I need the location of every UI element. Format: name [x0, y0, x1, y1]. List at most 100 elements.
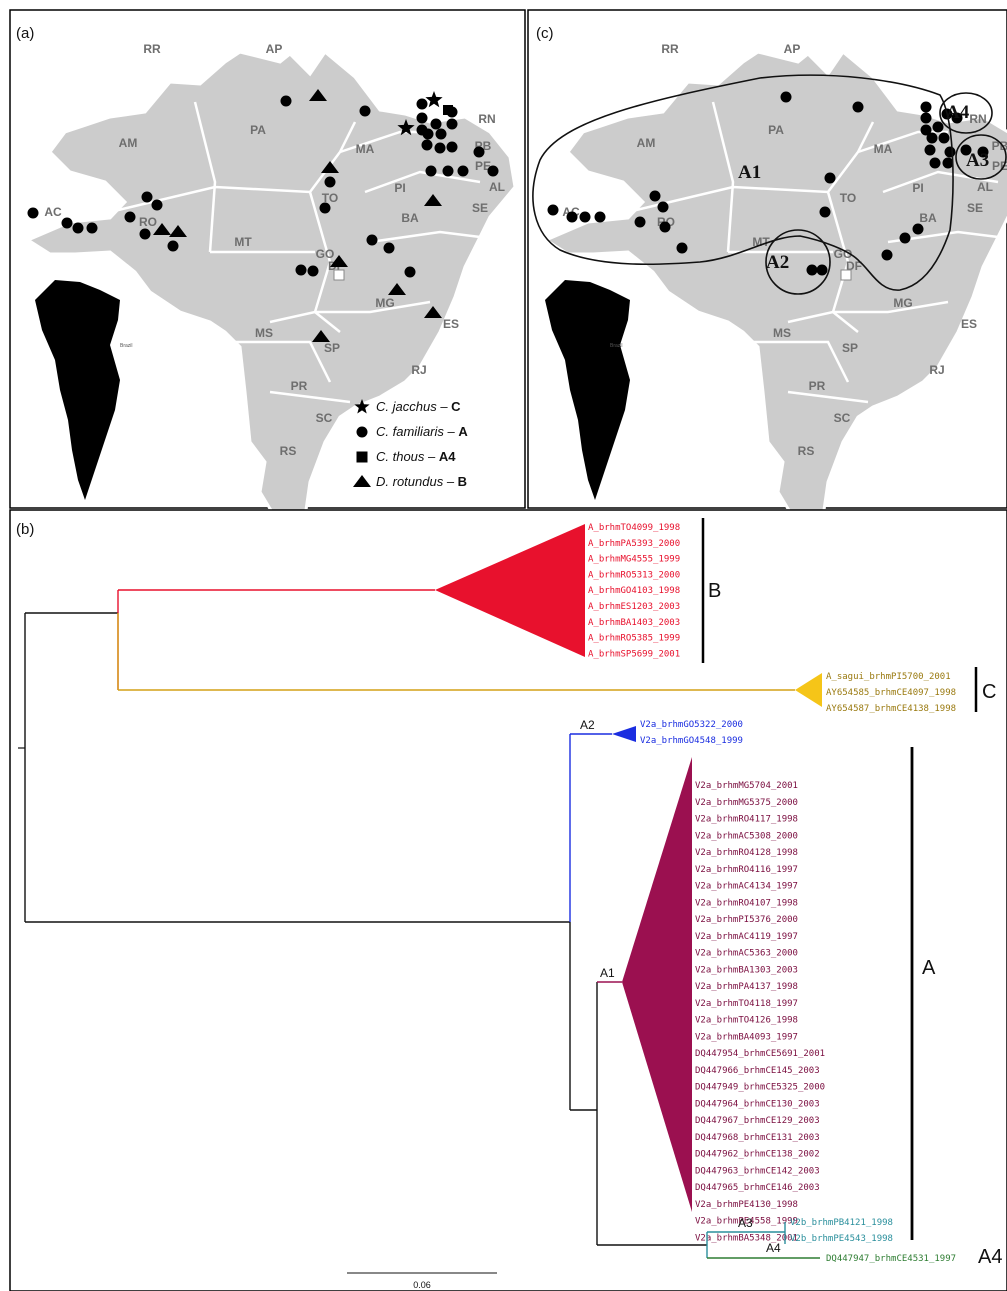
- state-label-pe: PE: [475, 159, 491, 173]
- taxon-label: DQ447954_brhmCE5691_2001: [695, 1049, 825, 1059]
- taxon-label: V2a_brhmGO4548_1999: [640, 736, 743, 746]
- state-label-go: GO: [316, 247, 335, 261]
- marker-c-familiaris: [416, 98, 428, 110]
- taxon-label: V2a_brhmPA4137_1998: [695, 982, 798, 992]
- marker-c-familiaris: [446, 118, 458, 130]
- marker-c-familiaris: [912, 223, 924, 235]
- state-label-sc: SC: [834, 411, 851, 425]
- marker-c-familiaris: [139, 228, 151, 240]
- state-labels-a: RRAPAMPAMAPIRNPBPEALSEACROTOBAMTGODFMGES…: [44, 42, 505, 458]
- taxon-label: V2a_brhmRO4117_1998: [695, 815, 798, 825]
- state-label-ms: MS: [255, 326, 273, 340]
- marker-c-familiaris: [942, 157, 954, 169]
- legend-species: C. jacchus: [376, 399, 437, 414]
- marker-c-familiaris: [442, 165, 454, 177]
- legend-species: C. familiaris: [376, 424, 444, 439]
- marker-c-familiaris: [359, 105, 371, 117]
- marker-c-familiaris: [899, 232, 911, 244]
- marker-c-familiaris: [421, 139, 433, 151]
- taxon-label: DQ447964_brhmCE130_2003: [695, 1099, 820, 1109]
- panel-c-label: (c): [536, 25, 554, 42]
- panel-a: (a) RRAPAMPAMAPIRNPBPEALSEACROTOBAMTGODF…: [9, 9, 526, 529]
- cluster-a4-label: A4: [946, 102, 970, 123]
- state-label-al: AL: [977, 180, 993, 194]
- taxon-label: V2a_brhmAC4134_1997: [695, 882, 798, 892]
- clade-b-triangle: [435, 524, 585, 657]
- marker-c-familiaris: [547, 204, 559, 216]
- state-label-rs: RS: [798, 444, 815, 458]
- marker-c-familiaris: [944, 146, 956, 158]
- marker-c-familiaris: [920, 124, 932, 136]
- cluster-a2-outline: [765, 229, 831, 295]
- marker-c-familiaris: [579, 211, 591, 223]
- taxon-label: V2a_brhmPE4558_1999: [695, 1217, 798, 1227]
- taxon-label: V2a_brhmBA5348_2001: [695, 1233, 798, 1243]
- state-label-pa: PA: [250, 123, 266, 137]
- marker-c-familiaris: [319, 202, 331, 214]
- taxon-label: AY654587_brhmCE4138_1998: [826, 704, 956, 714]
- taxon-label: V2a_brhmRO4107_1998: [695, 898, 798, 908]
- marker-d-rotundus: [153, 223, 171, 235]
- state-label-ac: AC: [44, 205, 62, 219]
- marker-c-familiaris: [816, 264, 828, 276]
- taxon-label: V2a_brhmPI5376_2000: [695, 915, 798, 925]
- taxon-label: V2a_brhmGO5322_2000: [640, 720, 743, 730]
- legend-sep: –: [443, 474, 457, 489]
- node-a4-label: A4: [766, 1241, 781, 1255]
- marker-d-rotundus: [424, 306, 442, 318]
- legend-species: D. rotundus: [376, 474, 444, 489]
- marker-c-familiaris: [86, 222, 98, 234]
- taxon-label: A_brhmRO5313_2000: [588, 570, 680, 580]
- state-label-es: ES: [443, 317, 459, 331]
- state-label-ap: AP: [784, 42, 801, 56]
- state-label-ro: RO: [139, 215, 157, 229]
- legend-group: A: [458, 424, 468, 439]
- marker-c-familiaris: [435, 128, 447, 140]
- marker-c-familiaris: [951, 112, 963, 124]
- marker-c-familiaris: [425, 165, 437, 177]
- state-label-ba: BA: [401, 211, 419, 225]
- marker-c-familiaris: [824, 172, 836, 184]
- marker-c-familiaris: [151, 199, 163, 211]
- taxon-label: A_brhmMG4555_1999: [588, 555, 680, 565]
- legend-entry: C. thous – A4: [376, 449, 456, 464]
- state-label-se: SE: [967, 201, 983, 215]
- marker-df-box: [840, 269, 852, 281]
- taxon-label: DQ447965_brhmCE146_2003: [695, 1183, 820, 1193]
- marker-c-thous: [443, 105, 453, 115]
- marker-c-familiaris: [938, 132, 950, 144]
- marker-c-familiaris: [926, 132, 938, 144]
- marker-c-familiaris: [932, 121, 944, 133]
- marker-c-familiaris: [566, 211, 578, 223]
- state-label-go: GO: [834, 247, 853, 261]
- cluster-a4-outline: [939, 92, 993, 134]
- taxon-label: V2a_brhmTO4126_1998: [695, 1016, 798, 1026]
- node-a1-label: A1: [600, 966, 615, 980]
- taxon-label: DQ447947_brhmCE4531_1997: [826, 1254, 956, 1264]
- inset-south-america-c: Brazil: [545, 280, 630, 500]
- marker-c-familiaris: [307, 265, 319, 277]
- taxon-label: V2a_brhmMG5704_2001: [695, 781, 798, 791]
- markers-c: [547, 91, 989, 281]
- state-label-rn: RN: [478, 112, 495, 126]
- marker-c-familiaris: [852, 101, 864, 113]
- marker-c-familiaris: [977, 146, 989, 158]
- taxon-label: A_brhmRO5385_1999: [588, 634, 680, 644]
- state-label-ma: MA: [356, 142, 375, 156]
- state-label-mt: MT: [752, 235, 770, 249]
- state-label-to: TO: [322, 191, 338, 205]
- marker-c-familiaris: [659, 221, 671, 233]
- marker-c-familiaris: [27, 207, 39, 219]
- marker-c-familiaris: [806, 264, 818, 276]
- legend-triangle-icon: [353, 475, 371, 487]
- marker-c-familiaris: [473, 146, 485, 158]
- cluster-a3-label: A3: [966, 150, 989, 171]
- taxon-label: V2b_brhmPB4121_1998: [790, 1218, 893, 1228]
- panel-b-label: (b): [16, 521, 34, 538]
- taxon-label: DQ447949_brhmCE5325_2000: [695, 1083, 825, 1093]
- state-label-pr: PR: [291, 379, 308, 393]
- state-label-rr: RR: [143, 42, 161, 56]
- group-c-label: C: [982, 681, 996, 703]
- legend-group: A4: [439, 449, 456, 464]
- marker-c-familiaris: [594, 211, 606, 223]
